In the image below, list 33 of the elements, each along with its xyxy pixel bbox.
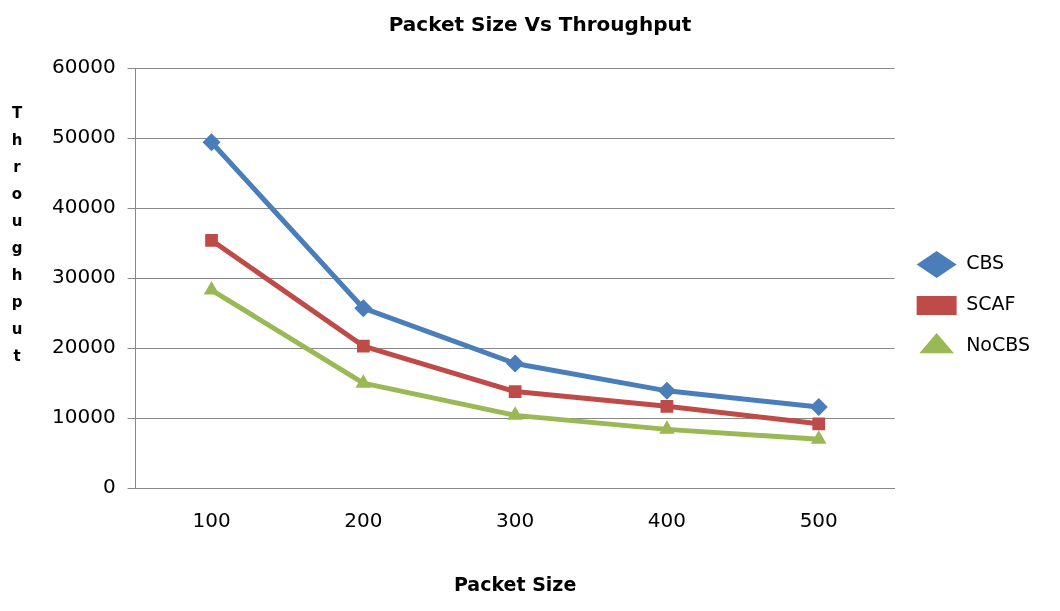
x-tick-label: 100 — [192, 508, 231, 533]
y-tick-label: 20000 — [52, 334, 116, 359]
point — [506, 354, 525, 373]
point — [810, 430, 827, 444]
point — [356, 339, 370, 353]
x-axis-title: Packet Size — [453, 572, 577, 595]
point — [660, 399, 674, 413]
y-tick-label: 50000 — [52, 124, 116, 149]
point — [809, 397, 828, 416]
x-tick-label: 400 — [647, 508, 687, 533]
point — [659, 420, 675, 434]
point — [657, 381, 676, 400]
x-tick-label: 200 — [344, 508, 383, 533]
point — [205, 233, 218, 247]
point — [354, 299, 373, 318]
chart-title: Packet Size Vs Throughput — [388, 12, 692, 37]
x-tick-label: 500 — [799, 508, 838, 533]
point — [355, 374, 372, 388]
point — [508, 385, 522, 398]
text: Throughput — [11, 104, 23, 365]
y-tick-label: 0 — [102, 474, 116, 499]
legend-label: NoCBS — [966, 333, 1031, 356]
x-tick-label: 300 — [496, 508, 535, 533]
point — [202, 133, 221, 152]
legend-label: CBS — [966, 251, 1005, 274]
point — [203, 281, 220, 295]
y-tick-label: 60000 — [52, 54, 116, 79]
y-tick-label: 40000 — [52, 194, 116, 219]
legend-label: SCAF — [966, 292, 1016, 315]
y-tick-label: 10000 — [52, 404, 116, 429]
y-tick-label: 30000 — [52, 264, 116, 289]
point — [507, 406, 523, 420]
point — [812, 417, 826, 431]
